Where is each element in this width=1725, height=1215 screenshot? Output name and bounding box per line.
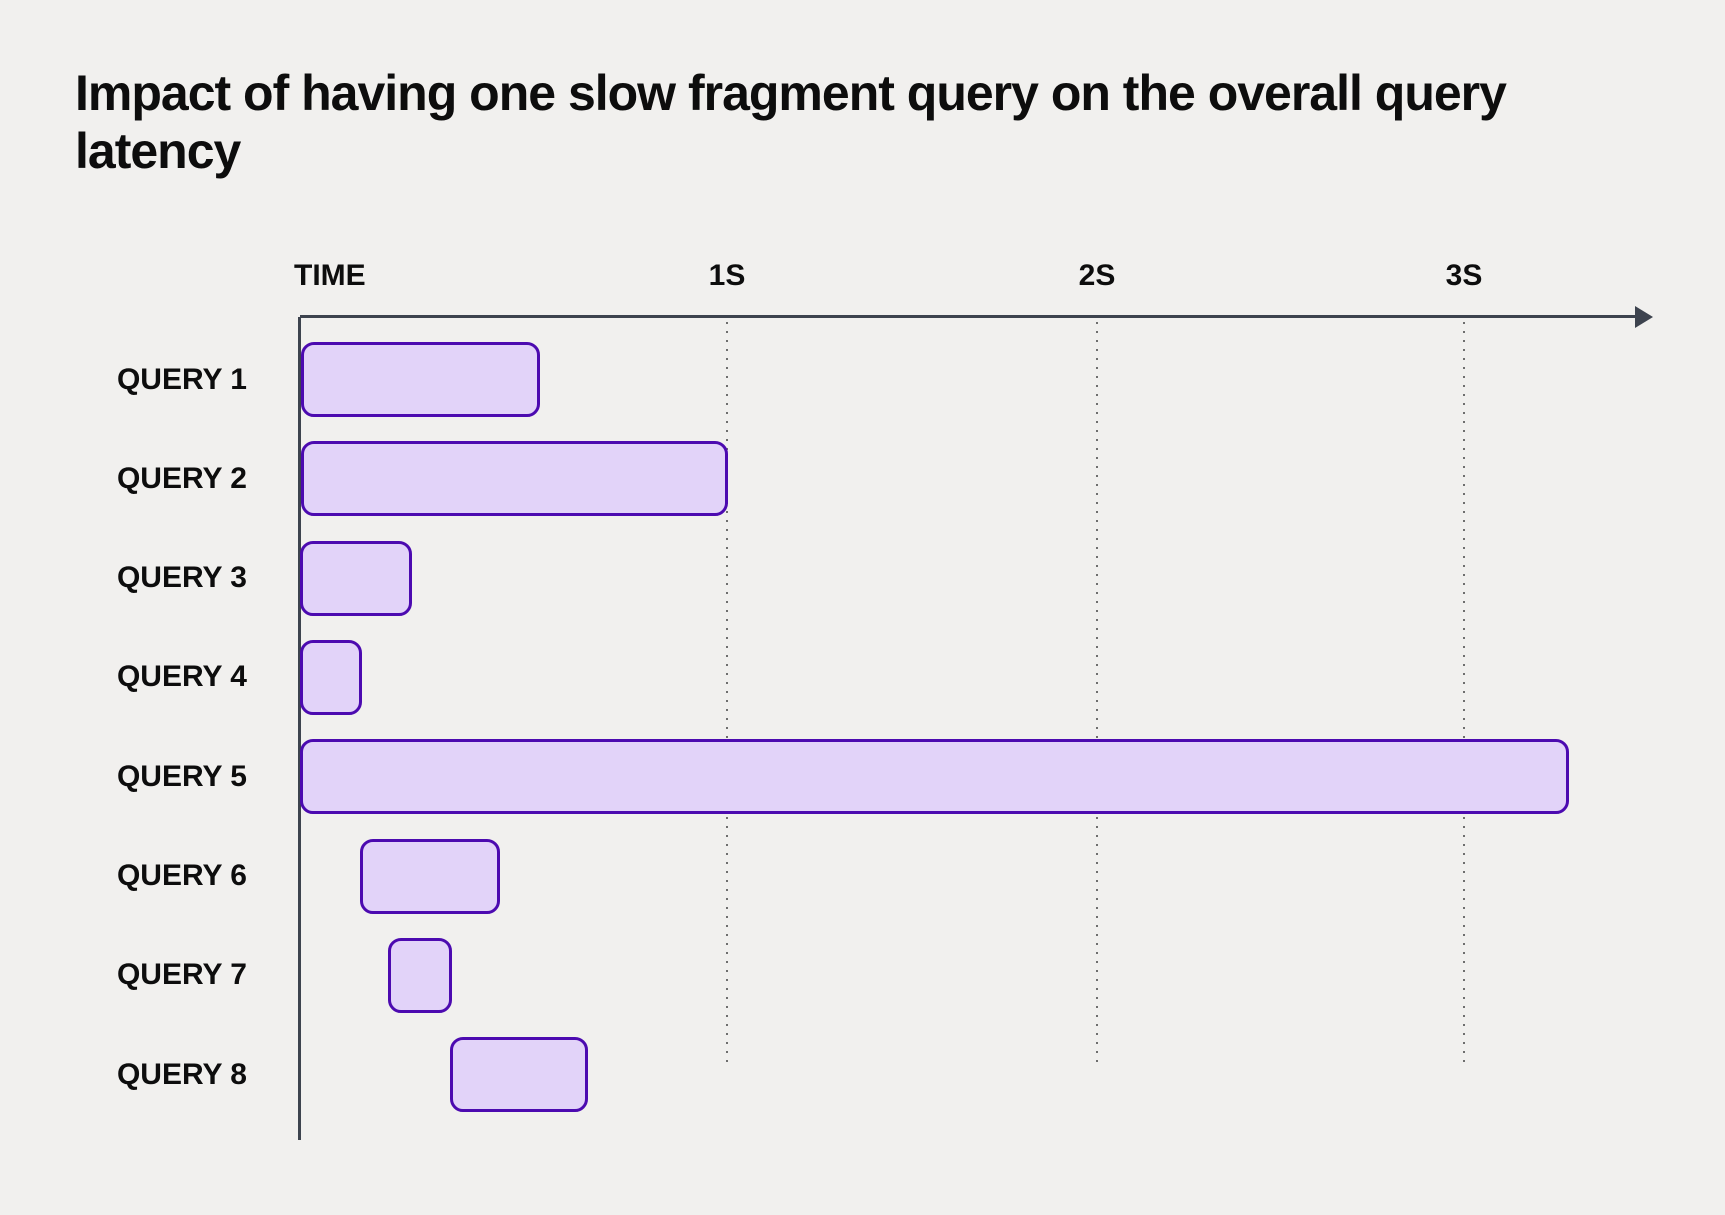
tick-label-2s: 2S (1078, 259, 1116, 292)
tick-label-3s: 3S (1445, 259, 1483, 292)
bar-query-7 (388, 937, 452, 1013)
row-label-query-6: QUERY 6 (116, 859, 247, 892)
time-axis-origin-label: TIME (294, 259, 366, 292)
row-label-query-2: QUERY 2 (116, 461, 247, 495)
bar-query-4 (300, 639, 362, 715)
time-axis-line (300, 315, 1637, 318)
arrow-right-icon (1635, 306, 1653, 328)
chart-title-line2: latency (75, 123, 241, 179)
gridline-3s (1463, 322, 1465, 1066)
row-label-query-3: QUERY 3 (116, 561, 247, 595)
gridline-1s (726, 322, 728, 1066)
bar-query-1 (301, 342, 540, 417)
bar-query-2 (301, 441, 728, 517)
chart-title-line1: Impact of having one slow fragment query… (75, 65, 1507, 121)
bar-query-6 (360, 838, 500, 914)
gridline-2s (1096, 322, 1098, 1066)
row-label-query-5: QUERY 5 (116, 759, 247, 793)
tick-label-1s: 1S (708, 259, 746, 292)
row-label-query-8: QUERY 8 (116, 1057, 247, 1091)
bar-query-3 (300, 540, 412, 616)
row-label-query-4: QUERY 4 (116, 660, 247, 694)
row-label-query-7: QUERY 7 (116, 958, 247, 992)
chart-title: Impact of having one slow fragment query… (75, 64, 1595, 180)
bar-query-8 (450, 1037, 588, 1113)
y-axis-line (298, 317, 301, 1140)
bar-query-5 (300, 739, 1569, 815)
row-label-query-1: QUERY 1 (116, 362, 247, 396)
